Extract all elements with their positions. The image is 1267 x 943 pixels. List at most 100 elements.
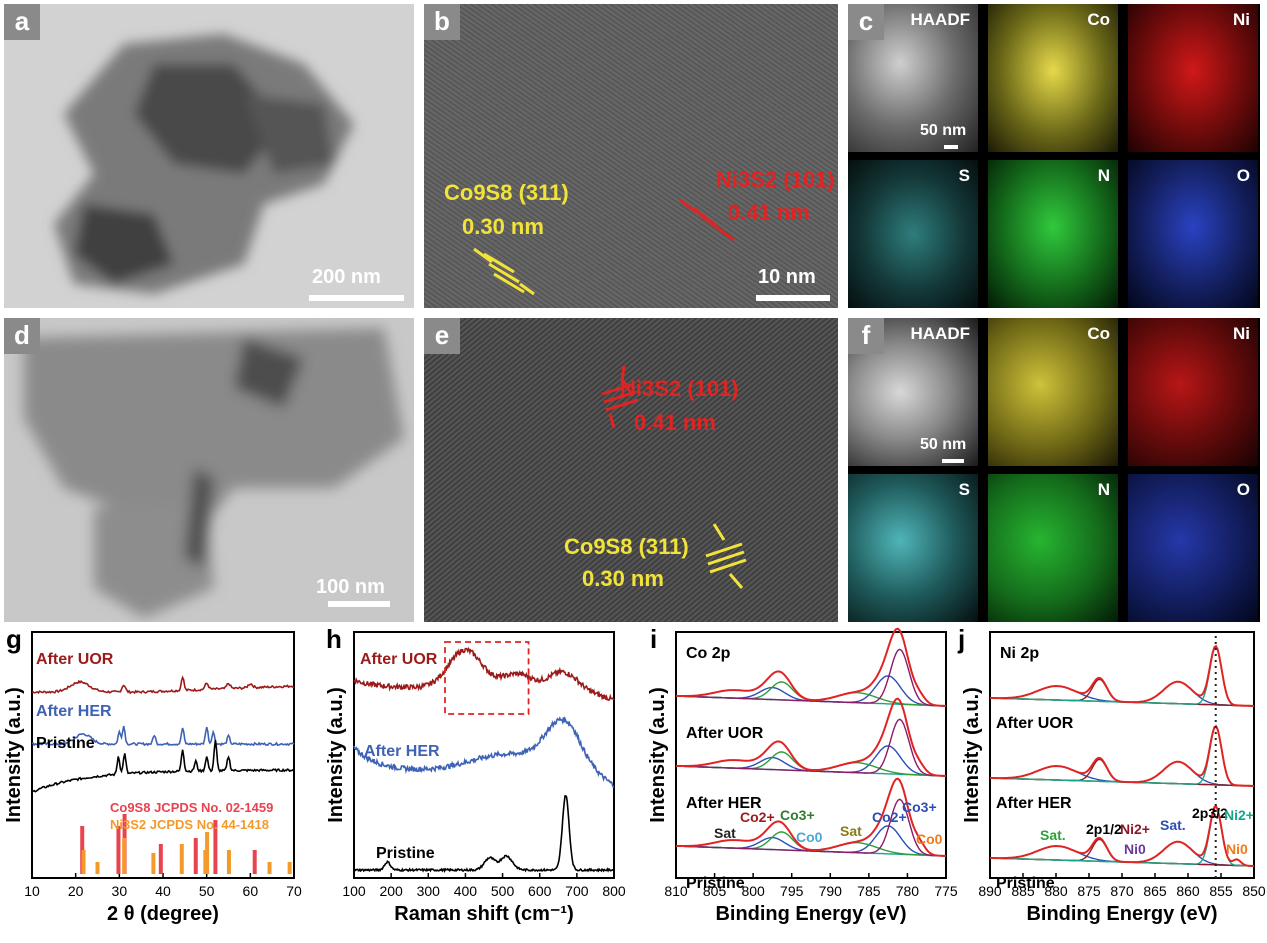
map-co-c: Co xyxy=(988,4,1118,152)
x-axis-label-h: Raman shift (cm⁻¹) xyxy=(394,903,573,925)
reference-bar-g-1-3 xyxy=(151,853,156,874)
series-label-g-2: Pristine xyxy=(36,735,95,752)
map-s-c: S xyxy=(848,160,978,308)
x-tick-label-g-6: 70 xyxy=(286,883,302,899)
series-line-g-2 xyxy=(32,739,295,793)
chart-title-j: Ni 2p xyxy=(1000,645,1039,662)
scale-label-b: 10 nm xyxy=(758,266,816,288)
hrtem-image-b: b Co9S8 (311) 0.30 nm Ni3S2 (101) 0.41 n… xyxy=(424,4,838,308)
series-line-g-0 xyxy=(31,675,295,695)
map-n-f: N xyxy=(988,474,1118,622)
scale-bar-b xyxy=(756,295,830,301)
map-label-ni-c: Ni xyxy=(1233,10,1250,29)
reference-bar-g-0-4 xyxy=(193,838,198,874)
x-axis-label-g: 2 θ (degree) xyxy=(107,903,219,925)
annotation-j-3: Ni0 xyxy=(1124,841,1146,857)
x-tick-label-i-6: 780 xyxy=(896,883,920,899)
x-tick-label-j-2: 880 xyxy=(1044,883,1068,899)
x-tick-label-i-2: 800 xyxy=(741,883,765,899)
x-tick-label-h-3: 400 xyxy=(454,883,478,899)
reference-label-g-0: Co9S8 JCPDS No. 02-1459 xyxy=(110,800,273,815)
annotation-j-1: 2p1/2 xyxy=(1086,821,1122,837)
map-label-co-c: Co xyxy=(1087,10,1110,29)
panel-letter-i: i xyxy=(650,624,658,654)
xps-component-sat-i-1 xyxy=(675,718,947,777)
series-label-g-1: After HER xyxy=(36,703,112,720)
map-label-s-f: S xyxy=(958,480,970,499)
series-label-j-2: Pristine xyxy=(996,875,1055,892)
x-tick-label-g-2: 30 xyxy=(112,883,128,899)
co9s8-d-b: 0.30 nm xyxy=(462,214,544,239)
map-label-co-f: Co xyxy=(1087,324,1110,343)
annotation-i-4: Sat xyxy=(840,823,862,839)
reference-bar-g-1-2 xyxy=(122,838,127,874)
map-s-f: S xyxy=(848,474,978,622)
map-label-o-f: O xyxy=(1236,480,1250,499)
xps-envelope-i-1 xyxy=(675,697,947,777)
map-o-c: O xyxy=(1128,160,1258,308)
y-axis-label-j: Intensity (a.u.) xyxy=(961,687,983,823)
x-tick-label-j-4: 870 xyxy=(1110,883,1134,899)
reference-bar-g-0-1 xyxy=(116,826,121,874)
tem-particle-d xyxy=(24,328,404,618)
annotation-i-3: Co0 xyxy=(796,829,823,845)
ni3s2-d-b: 0.41 nm xyxy=(728,200,810,225)
x-axis-label-j: Binding Energy (eV) xyxy=(1026,903,1217,925)
annotation-j-0: Sat. xyxy=(1040,827,1066,843)
series-label-j-1: After HER xyxy=(996,795,1072,812)
annotation-i-1: Co2+ xyxy=(740,809,775,825)
annotation-j-6: Ni2+ xyxy=(1224,807,1254,823)
x-tick-label-j-7: 855 xyxy=(1209,883,1233,899)
annotation-j-5: 2p3/2 xyxy=(1192,805,1228,821)
x-tick-label-h-2: 300 xyxy=(417,883,441,899)
reference-bar-g-1-4 xyxy=(179,844,184,874)
x-tick-label-i-0: 810 xyxy=(664,883,688,899)
panel-letter-c: c xyxy=(848,4,884,40)
series-label-h-1: After HER xyxy=(364,743,440,760)
x-tick-label-j-1: 885 xyxy=(1011,883,1035,899)
annotation-i-2: Co3+ xyxy=(780,807,815,823)
scale-bar-d xyxy=(328,601,390,607)
xps-component-2p32-j-1 xyxy=(990,725,1255,787)
plot-frame-g xyxy=(31,631,295,879)
annotation-i-5: Co2+ xyxy=(872,809,907,825)
map-label-n-c: N xyxy=(1097,166,1110,185)
ni3s2-label-b: Ni3S2 (101) xyxy=(716,167,835,192)
series-label-g-0: After UOR xyxy=(36,651,114,668)
panel-letter-j: j xyxy=(958,624,966,654)
xps-envelope-i-2 xyxy=(675,777,947,857)
series-label-h-2: Pristine xyxy=(376,845,435,862)
tem-particle-a xyxy=(54,34,354,294)
map-n-c: N xyxy=(988,160,1118,308)
map-ni-c: Ni xyxy=(1128,4,1258,152)
x-tick-label-g-3: 40 xyxy=(155,883,171,899)
scale-bar-c xyxy=(944,145,958,149)
scale-label-a: 200 nm xyxy=(312,266,381,288)
reference-bar-g-1-1 xyxy=(95,862,100,874)
ni3s2-d-e: 0.41 nm xyxy=(634,410,716,435)
series-line-h-1 xyxy=(353,715,615,789)
x-tick-label-g-5: 60 xyxy=(243,883,259,899)
reference-bar-g-0-3 xyxy=(158,844,163,874)
annotation-j-7: Ni0 xyxy=(1226,841,1248,857)
co9s8-d-e: 0.30 nm xyxy=(582,566,664,591)
panel-letter-g: g xyxy=(6,624,22,654)
reference-bar-g-1-7 xyxy=(226,850,231,874)
x-tick-label-i-3: 795 xyxy=(780,883,804,899)
reference-bar-g-1-9 xyxy=(287,862,292,874)
y-axis-label-h: Intensity (a.u.) xyxy=(325,687,347,823)
x-tick-label-j-3: 875 xyxy=(1077,883,1101,899)
panel-letter-e: e xyxy=(424,318,460,354)
highlight-box-h xyxy=(444,641,530,715)
series-label-i-1: After HER xyxy=(686,795,762,812)
panel-letter-f: f xyxy=(848,318,884,354)
y-axis-label-g: Intensity (a.u.) xyxy=(3,687,25,823)
chart-title-i: Co 2p xyxy=(686,645,731,662)
hrtem-image-e: e Ni3S2 (101) 0.41 nm Co9S8 (311) 0.30 n… xyxy=(424,318,838,622)
x-tick-label-g-1: 20 xyxy=(68,883,84,899)
x-tick-label-h-5: 600 xyxy=(528,883,552,899)
xps-envelope-i-0 xyxy=(675,627,947,707)
co9s8-label-b: Co9S8 (311) xyxy=(444,180,569,205)
scale-bar-a xyxy=(309,295,404,301)
